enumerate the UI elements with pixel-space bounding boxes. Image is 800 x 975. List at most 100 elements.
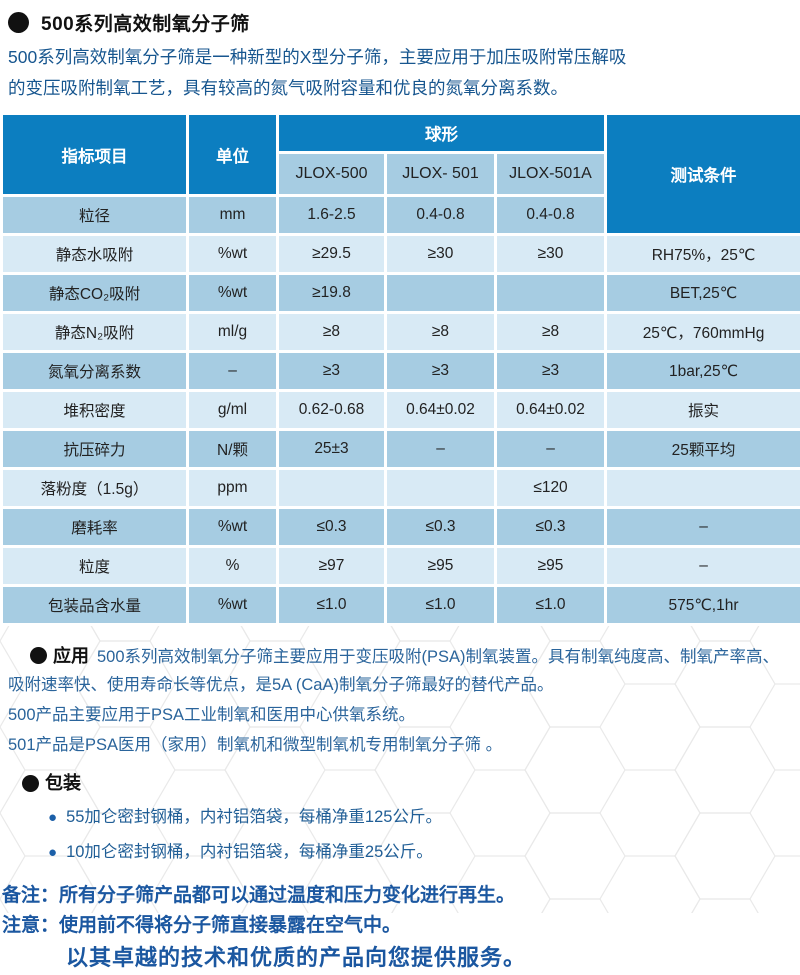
packaging-item: ● 10加仑密封钢桶，内衬铝箔袋，每桶净重25公斤。: [48, 838, 788, 867]
condition-cell: –: [606, 547, 800, 586]
value-cell: 1.6-2.5: [278, 196, 386, 235]
note-caution: 注意：使用前不得将分子筛直接暴露在空气中。: [2, 911, 800, 941]
unit-cell: –: [188, 352, 278, 391]
row-label: 粒径: [2, 196, 188, 235]
section-bullet-icon: [22, 775, 39, 792]
table-row: 氮氧分离系数 – ≥3 ≥3 ≥3 1bar,25℃: [2, 352, 800, 391]
value-cell: [278, 469, 386, 508]
value-cell: ≥97: [278, 547, 386, 586]
row-label: 包装品含水量: [2, 586, 188, 625]
value-cell: [386, 274, 496, 313]
intro-paragraph: 500系列高效制氧分子筛是一种新型的X型分子筛，主要应用于加压吸附常压解吸 的变…: [0, 38, 800, 110]
condition-cell: 振实: [606, 391, 800, 430]
table-row: 包装品含水量 %wt ≤1.0 ≤1.0 ≤1.0 575℃,1hr: [2, 586, 800, 625]
note-remark: 备注：所有分子筛产品都可以通过温度和压力变化进行再生。: [2, 881, 800, 911]
condition-cell: RH75%，25℃: [606, 235, 800, 274]
condition-cell: 25℃，760mmHg: [606, 313, 800, 352]
table-row: 落粉度（1.5g） ppm ≤120: [2, 469, 800, 508]
unit-cell: g/ml: [188, 391, 278, 430]
service-slogan: 以其卓越的技术和优质的产品向您提供服务。: [66, 941, 800, 975]
value-cell: ≥3: [386, 352, 496, 391]
blue-bullet-icon: ●: [48, 809, 57, 826]
value-cell: ≥95: [386, 547, 496, 586]
unit-cell: mm: [188, 196, 278, 235]
value-cell: ≥30: [386, 235, 496, 274]
row-label: 落粉度（1.5g）: [2, 469, 188, 508]
value-cell: 0.62-0.68: [278, 391, 386, 430]
condition-cell: BET,25℃: [606, 274, 800, 313]
condition-cell: 1bar,25℃: [606, 352, 800, 391]
value-cell: 0.64±0.02: [386, 391, 496, 430]
packaging-item-text: 10加仑密封钢桶，内衬铝箔袋，每桶净重25公斤。: [66, 843, 433, 861]
value-cell: ≥3: [496, 352, 606, 391]
application-heading: 应用: [53, 646, 89, 666]
condition-cell: 25颗平均: [606, 430, 800, 469]
value-cell: [386, 469, 496, 508]
condition-cell: 575℃,1hr: [606, 586, 800, 625]
unit-cell: %wt: [188, 508, 278, 547]
col-header-model-3: JLOX-501A: [496, 153, 606, 196]
intro-line-2: 的变压吸附制氧工艺，具有较高的氮气吸附容量和优良的氮氧分离系数。: [8, 73, 790, 104]
table-row: 粒度 % ≥97 ≥95 ≥95 –: [2, 547, 800, 586]
value-cell: ≤1.0: [496, 586, 606, 625]
unit-cell: %wt: [188, 274, 278, 313]
unit-cell: %wt: [188, 586, 278, 625]
unit-cell: %wt: [188, 235, 278, 274]
value-cell: 0.64±0.02: [496, 391, 606, 430]
value-cell: ≤1.0: [386, 586, 496, 625]
page-title: 500系列高效制氧分子筛: [41, 9, 250, 36]
value-cell: ≥19.8: [278, 274, 386, 313]
packaging-section: 包装 ● 55加仑密封钢桶，内衬铝箔袋，每桶净重125公斤。 ● 10加仑密封钢桶，…: [0, 769, 800, 867]
value-cell: ≥8: [386, 313, 496, 352]
condition-cell: –: [606, 508, 800, 547]
page-title-row: 500系列高效制氧分子筛: [0, 0, 800, 38]
unit-cell: ml/g: [188, 313, 278, 352]
row-label: 磨耗率: [2, 508, 188, 547]
col-header-group: 球形: [278, 114, 606, 153]
blue-bullet-icon: ●: [48, 844, 57, 861]
value-cell: ≥3: [278, 352, 386, 391]
section-bullet-icon: [30, 647, 47, 664]
notes-section: 备注：所有分子筛产品都可以通过温度和压力变化进行再生。 注意：使用前不得将分子筛…: [0, 881, 800, 975]
table-row: 静态CO₂吸附 %wt ≥19.8 BET,25℃: [2, 274, 800, 313]
unit-cell: %: [188, 547, 278, 586]
value-cell: ≤120: [496, 469, 606, 508]
value-cell: ≥95: [496, 547, 606, 586]
value-cell: ≤0.3: [386, 508, 496, 547]
table-row: 静态水吸附 %wt ≥29.5 ≥30 ≥30 RH75%，25℃: [2, 235, 800, 274]
application-line-500: 500产品主要应用于PSA工业制氧和医用中心供氧系统。: [8, 701, 788, 729]
value-cell: ≤1.0: [278, 586, 386, 625]
value-cell: ≥8: [278, 313, 386, 352]
row-label: 静态CO₂吸附: [2, 274, 188, 313]
value-cell: –: [496, 430, 606, 469]
row-label: 氮氧分离系数: [2, 352, 188, 391]
packaging-heading: 包装: [45, 769, 81, 797]
col-header-model-1: JLOX-500: [278, 153, 386, 196]
value-cell: 0.4-0.8: [496, 196, 606, 235]
value-cell: –: [386, 430, 496, 469]
value-cell: ≥30: [496, 235, 606, 274]
application-text: 500系列高效制氧分子筛主要应用于变压吸附(PSA)制氧装置。具有制氧纯度高、制…: [8, 648, 779, 694]
table-row: 堆积密度 g/ml 0.62-0.68 0.64±0.02 0.64±0.02 …: [2, 391, 800, 430]
packaging-item: ● 55加仑密封钢桶，内衬铝箔袋，每桶净重125公斤。: [48, 803, 788, 832]
col-header-conditions: 测试条件: [606, 114, 800, 235]
row-label: 静态水吸附: [2, 235, 188, 274]
spec-table: 指标项目 单位 球形 测试条件 JLOX-500 JLOX- 501 JLOX-…: [0, 112, 800, 626]
section-bullet-icon: [8, 12, 29, 33]
col-header-model-2: JLOX- 501: [386, 153, 496, 196]
row-label: 静态N₂吸附: [2, 313, 188, 352]
table-row: 磨耗率 %wt ≤0.3 ≤0.3 ≤0.3 –: [2, 508, 800, 547]
row-label: 抗压碎力: [2, 430, 188, 469]
value-cell: ≥8: [496, 313, 606, 352]
value-cell: 0.4-0.8: [386, 196, 496, 235]
value-cell: [496, 274, 606, 313]
value-cell: 25±3: [278, 430, 386, 469]
unit-cell: N/颗: [188, 430, 278, 469]
col-header-unit: 单位: [188, 114, 278, 196]
condition-cell: [606, 469, 800, 508]
packaging-item-text: 55加仑密封钢桶，内衬铝箔袋，每桶净重125公斤。: [66, 808, 442, 826]
value-cell: ≥29.5: [278, 235, 386, 274]
application-line-501: 501产品是PSA医用（家用）制氧机和微型制氧机专用制氧分子筛 。: [8, 731, 788, 759]
table-row: 静态N₂吸附 ml/g ≥8 ≥8 ≥8 25℃，760mmHg: [2, 313, 800, 352]
